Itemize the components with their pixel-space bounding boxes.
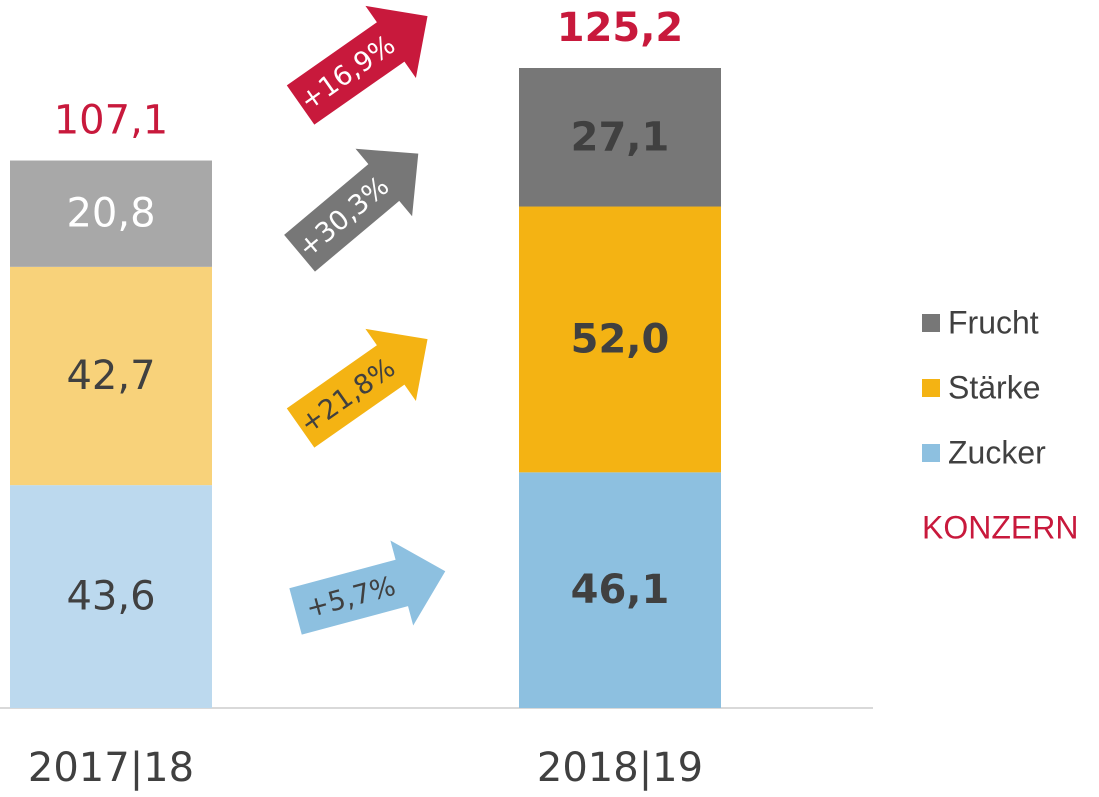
- total-label: 107,1: [54, 98, 169, 144]
- value-label: 27,1: [571, 114, 670, 160]
- value-label: 20,8: [66, 191, 155, 237]
- arrow-shape: [286, 5, 428, 125]
- growth-arrow: +5,7%: [289, 540, 446, 635]
- arrow-shape: [289, 540, 446, 635]
- bar-segment: [10, 160, 212, 267]
- growth-arrow: +30,3%: [284, 148, 419, 272]
- growth-arrow: +16,9%: [286, 5, 428, 125]
- legend-label: Zucker: [948, 434, 1046, 470]
- x-tick-label: 2017|18: [28, 745, 194, 791]
- legend-label: Stärke: [948, 369, 1040, 405]
- total-label: 125,2: [557, 5, 684, 51]
- bar-segment: [519, 68, 721, 207]
- arrow-shape: [284, 148, 419, 272]
- legend-swatch: [922, 314, 940, 332]
- legend-swatch: [922, 444, 940, 462]
- legend-label: Frucht: [948, 304, 1039, 340]
- legend-label: KONZERN: [922, 509, 1078, 545]
- bar-segment: [10, 485, 212, 708]
- legend-swatch: [922, 379, 940, 397]
- bar-segment: [519, 206, 721, 473]
- value-label: 46,1: [571, 567, 670, 613]
- x-tick-label: 2018|19: [537, 745, 703, 791]
- value-label: 52,0: [571, 316, 670, 362]
- value-label: 42,7: [66, 353, 155, 399]
- value-label: 43,6: [66, 574, 155, 620]
- growth-arrow: +21,8%: [286, 328, 428, 448]
- arrow-shape: [286, 328, 428, 448]
- bar-segment: [10, 266, 212, 486]
- bar-segment: [519, 472, 721, 708]
